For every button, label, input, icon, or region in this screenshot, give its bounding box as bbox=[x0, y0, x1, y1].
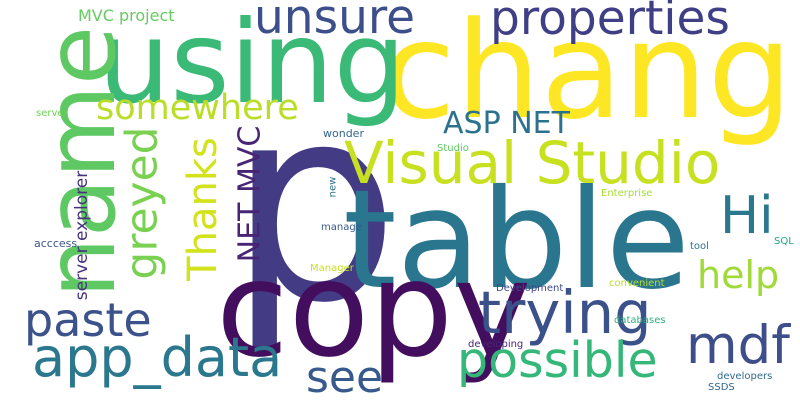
word-using: using bbox=[98, 0, 406, 129]
word-copy: copy bbox=[216, 233, 532, 387]
word-greyed: greyed bbox=[116, 126, 168, 280]
word-change: change bbox=[382, 0, 800, 149]
word-properties: properties bbox=[490, 0, 730, 46]
word-see: see bbox=[306, 352, 384, 400]
word-studio: Studio bbox=[437, 143, 469, 154]
word-developers: developers bbox=[717, 371, 773, 382]
word-paste: paste bbox=[24, 293, 152, 347]
word-thanks: Thanks bbox=[179, 137, 226, 281]
word-sql: SQL bbox=[774, 236, 794, 247]
word-visual-studio: Visual Studio bbox=[344, 129, 721, 197]
word-convenient: convenient bbox=[609, 278, 665, 289]
word-p: p bbox=[228, 47, 400, 362]
word-help: help bbox=[697, 253, 780, 297]
word-databases: databases bbox=[614, 315, 666, 326]
word-net-mvc: NET MVC bbox=[232, 125, 268, 263]
word-manage: manage bbox=[321, 222, 362, 233]
word-server-explorer: server explorer bbox=[72, 170, 93, 301]
word-ssds: SSDS bbox=[708, 382, 735, 393]
word-app-data: app_data bbox=[32, 326, 283, 389]
word-mvc-project: MVC project bbox=[78, 6, 175, 25]
word-server: server bbox=[36, 108, 68, 119]
word-somewhere: somewhere bbox=[96, 88, 299, 128]
word-asp-net: ASP NET bbox=[443, 106, 570, 141]
word-possible: possible bbox=[457, 332, 658, 389]
word-hi: Hi bbox=[720, 186, 774, 246]
word-development: Development bbox=[496, 283, 564, 294]
word-trying: trying bbox=[478, 278, 652, 347]
word-enterprise: Enterprise bbox=[601, 188, 653, 199]
word-mdf: mdf bbox=[686, 315, 790, 376]
word-new: new bbox=[327, 176, 339, 198]
word-unsure: unsure bbox=[254, 0, 416, 45]
word-developing: developing bbox=[468, 339, 524, 350]
word-table: table bbox=[343, 161, 690, 320]
word-acccess: acccess bbox=[34, 237, 78, 250]
word-tool: tool bbox=[690, 241, 709, 252]
word-wonder: wonder bbox=[323, 127, 364, 140]
word-manager: Manager bbox=[310, 263, 354, 274]
